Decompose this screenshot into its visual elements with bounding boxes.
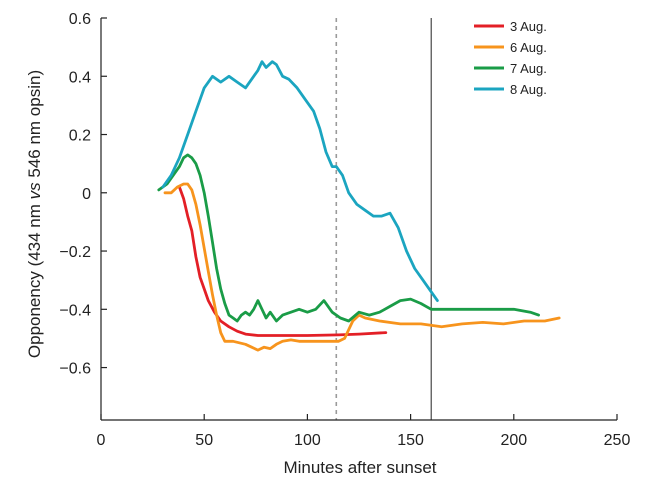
y-tick-label: 0.2 <box>69 128 91 145</box>
y-tick-label: −0.6 <box>59 361 91 378</box>
y-tick-label: 0.6 <box>69 11 91 28</box>
legend-label: 6 Aug. <box>510 40 547 55</box>
series-line-4 <box>161 60 439 303</box>
axes: 0 50 100 150 200 250 0.6 0.4 0.2 0 −0.2 −0.4 −0.6 <box>59 11 630 449</box>
y-tick-label: 0.4 <box>69 69 91 86</box>
series-line-2 <box>163 182 561 352</box>
x-tick-label: 50 <box>195 432 213 449</box>
x-tick-label: 250 <box>604 432 631 449</box>
legend-label: 3 Aug. <box>510 19 547 34</box>
x-axis-title: Minutes after sunset <box>283 458 436 477</box>
y-axis-title-part: 546 nm opsin) <box>25 70 44 182</box>
x-tick-label: 0 <box>97 432 106 449</box>
x-tick-label: 100 <box>294 432 321 449</box>
y-tick-label: 0 <box>82 186 91 203</box>
series-line-1 <box>177 185 388 337</box>
series-line-3 <box>157 153 540 323</box>
legend-label: 7 Aug. <box>510 61 547 76</box>
y-axis-title: Opponency (434 nm vs 546 nm opsin) <box>25 70 44 358</box>
y-tick-label: −0.4 <box>59 302 91 319</box>
y-axis-title-part: Opponency (434 nm <box>25 199 44 358</box>
reference-lines <box>335 18 432 420</box>
y-tick-label: −0.2 <box>59 244 91 261</box>
legend: 3 Aug. 6 Aug. 7 Aug. 8 Aug. <box>474 19 547 97</box>
legend-label: 8 Aug. <box>510 82 547 97</box>
x-tick-label: 150 <box>397 432 424 449</box>
y-axis-title-italic: vs <box>25 182 44 200</box>
x-tick-label: 200 <box>500 432 527 449</box>
series-lines <box>157 60 561 352</box>
